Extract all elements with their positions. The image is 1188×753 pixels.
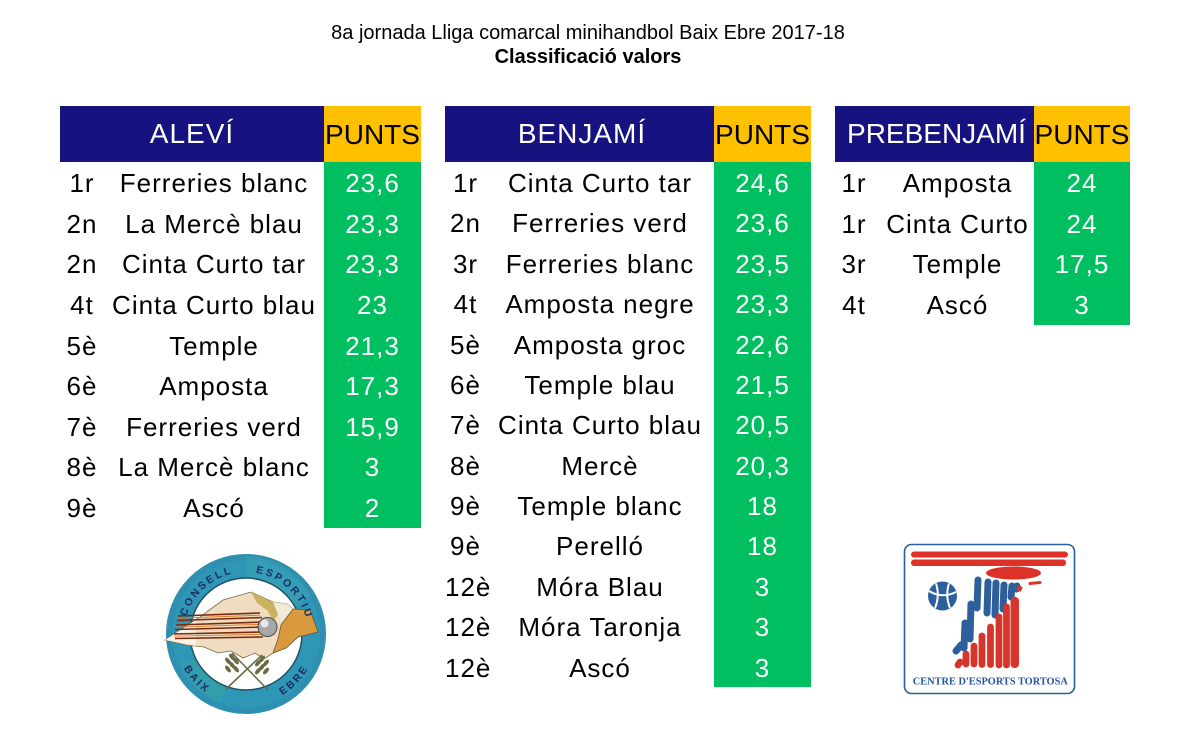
svg-text:CENTRE D'ESPORTS TORTOSA: CENTRE D'ESPORTS TORTOSA (913, 677, 1068, 688)
